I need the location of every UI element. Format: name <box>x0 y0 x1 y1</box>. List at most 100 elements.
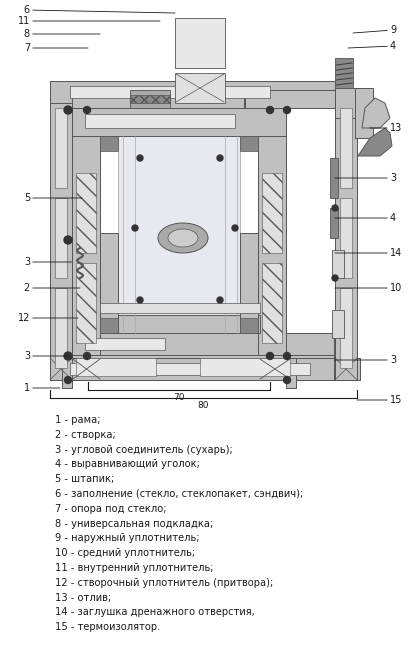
Circle shape <box>232 225 238 231</box>
Bar <box>332 310 344 338</box>
Circle shape <box>332 275 338 281</box>
Text: 2 - створка;: 2 - створка; <box>55 430 116 440</box>
Ellipse shape <box>158 223 208 253</box>
Text: 4: 4 <box>335 213 396 223</box>
Polygon shape <box>358 128 392 156</box>
Bar <box>72 358 334 380</box>
Bar <box>335 90 357 380</box>
Bar <box>340 288 352 368</box>
Circle shape <box>65 376 72 384</box>
Circle shape <box>217 155 223 161</box>
Bar <box>50 81 340 103</box>
Text: 11: 11 <box>18 16 160 26</box>
Bar <box>262 263 282 343</box>
Circle shape <box>267 107 274 113</box>
Text: 7: 7 <box>24 43 88 53</box>
Bar <box>175 18 225 68</box>
Bar <box>100 315 260 333</box>
Bar <box>258 108 286 358</box>
Text: 8 - универсальная подкладка;: 8 - универсальная подкладка; <box>55 519 213 528</box>
Text: 9: 9 <box>353 25 396 35</box>
Text: 3: 3 <box>335 173 396 183</box>
Bar <box>72 355 334 380</box>
Text: 11 - внутренний уплотнитель;: 11 - внутренний уплотнитель; <box>55 563 213 573</box>
Circle shape <box>64 236 72 244</box>
Bar <box>76 263 96 343</box>
Text: 10: 10 <box>335 283 402 293</box>
Bar <box>262 173 282 253</box>
Text: 3 - угловой соединитель (сухарь);: 3 - угловой соединитель (сухарь); <box>55 445 233 455</box>
Bar <box>100 233 118 333</box>
Bar <box>70 86 270 98</box>
Bar <box>245 90 335 108</box>
Text: 12: 12 <box>18 313 78 323</box>
Text: 4 - выравнивающий уголок;: 4 - выравнивающий уголок; <box>55 459 200 469</box>
Bar <box>240 136 258 151</box>
Text: 70: 70 <box>173 393 185 402</box>
Bar <box>62 358 72 388</box>
Circle shape <box>83 353 90 359</box>
Text: 1 - рама;: 1 - рама; <box>55 415 101 425</box>
Bar <box>72 90 244 108</box>
Text: 80: 80 <box>197 401 209 410</box>
Bar <box>72 108 286 136</box>
Bar <box>70 363 260 375</box>
Text: 3: 3 <box>24 351 68 361</box>
Text: 13 - отлив;: 13 - отлив; <box>55 593 111 603</box>
Text: 2: 2 <box>24 283 80 293</box>
Text: 3: 3 <box>24 257 72 267</box>
Circle shape <box>137 297 143 303</box>
Bar <box>85 338 165 350</box>
Bar <box>332 250 344 278</box>
Text: 7 - опора под стекло;: 7 - опора под стекло; <box>55 504 166 514</box>
Circle shape <box>283 107 290 113</box>
Circle shape <box>267 353 274 359</box>
Text: 8: 8 <box>24 29 100 39</box>
Circle shape <box>64 352 72 360</box>
Text: 14 - заглушка дренажного отверстия,: 14 - заглушка дренажного отверстия, <box>55 607 255 617</box>
Text: 5 - штапик;: 5 - штапик; <box>55 474 114 484</box>
Bar <box>130 90 170 108</box>
Text: 14: 14 <box>335 248 402 258</box>
Text: 6: 6 <box>24 5 175 15</box>
Bar <box>76 173 96 253</box>
Bar <box>330 208 338 238</box>
Bar <box>118 136 240 333</box>
Text: 9 - наружный уплотнитель;: 9 - наружный уплотнитель; <box>55 534 200 544</box>
Text: 13: 13 <box>370 123 402 133</box>
Circle shape <box>137 155 143 161</box>
Bar <box>200 358 290 376</box>
Ellipse shape <box>168 229 198 247</box>
Circle shape <box>64 106 72 114</box>
Bar <box>100 303 260 313</box>
Circle shape <box>83 107 90 113</box>
Bar <box>130 95 170 103</box>
Circle shape <box>332 205 338 211</box>
Bar <box>340 108 352 188</box>
Bar <box>240 233 258 333</box>
Bar <box>76 358 156 376</box>
Text: 3: 3 <box>335 355 396 365</box>
Bar <box>55 108 67 188</box>
Circle shape <box>283 376 290 384</box>
Bar <box>286 358 296 388</box>
Text: 15: 15 <box>357 395 402 405</box>
Text: 15 - термоизолятор.: 15 - термоизолятор. <box>55 622 160 632</box>
Text: 6 - заполнение (стекло, стеклопакет, сэндвич);: 6 - заполнение (стекло, стеклопакет, сэн… <box>55 489 303 499</box>
Circle shape <box>217 297 223 303</box>
Circle shape <box>283 353 290 359</box>
Bar <box>100 136 118 151</box>
Text: 5: 5 <box>24 193 82 203</box>
Bar <box>335 58 353 88</box>
Text: 10 - средний уплотнитель;: 10 - средний уплотнитель; <box>55 548 195 558</box>
Bar <box>85 114 235 128</box>
Bar <box>72 108 100 358</box>
Bar <box>50 358 360 380</box>
Bar <box>175 73 225 103</box>
Bar <box>340 198 352 278</box>
Bar <box>355 88 373 138</box>
Text: 4: 4 <box>348 41 396 51</box>
Bar <box>270 363 310 375</box>
Bar <box>50 90 72 380</box>
Bar <box>240 318 258 333</box>
